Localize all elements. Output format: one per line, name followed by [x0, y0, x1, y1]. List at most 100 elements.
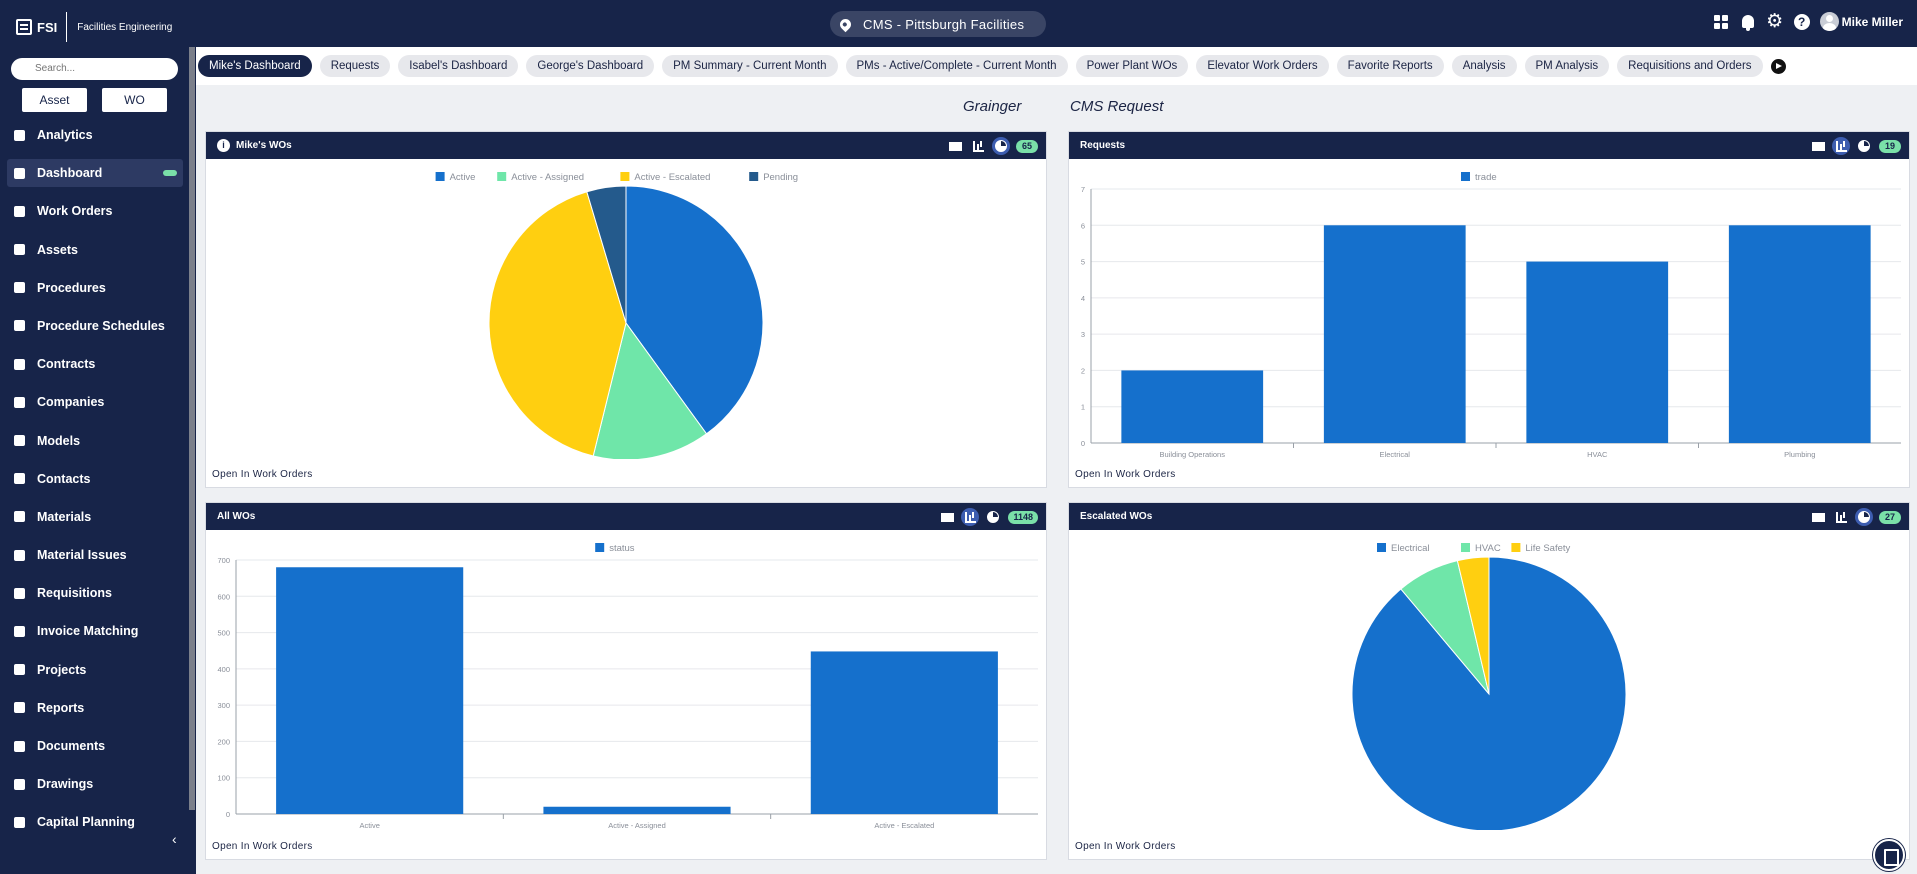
card-title: Escalated WOs — [1080, 511, 1153, 522]
sidebar-item-label: Projects — [37, 662, 87, 677]
bar-chart-icon[interactable] — [961, 508, 980, 526]
bar-chart-icon[interactable] — [1832, 137, 1850, 155]
active-indicator — [163, 170, 177, 177]
pie-chart-icon[interactable] — [984, 508, 1002, 526]
location-pin-icon — [837, 16, 854, 32]
tab-isabel-s-dashboard[interactable]: Isabel's Dashboard — [398, 55, 519, 77]
sidebar-item-projects[interactable]: Projects — [7, 656, 183, 684]
legend-swatch — [497, 172, 507, 181]
legend-swatch — [435, 172, 445, 181]
sidebar-item-reports[interactable]: Reports — [7, 694, 183, 722]
y-tick-label: 7 — [1081, 185, 1085, 194]
y-tick-label: 5 — [1081, 258, 1085, 267]
sidebar-item-contacts[interactable]: Contacts — [7, 465, 183, 493]
sidebar-item-procedure-schedules[interactable]: Procedure Schedules — [7, 312, 183, 340]
sidebar-item-materials[interactable]: Materials — [7, 503, 183, 531]
search-input[interactable] — [11, 58, 178, 80]
tab-favorite-reports[interactable]: Favorite Reports — [1336, 55, 1444, 77]
grainger-link[interactable]: Grainger — [963, 98, 1022, 115]
sidebar-item-capital-planning[interactable]: Capital Planning — [7, 808, 183, 836]
table-view-icon[interactable] — [1809, 508, 1827, 526]
count-badge: 27 — [1879, 510, 1901, 524]
table-view-icon[interactable] — [946, 137, 964, 155]
info-icon[interactable]: i — [217, 139, 230, 152]
apps-grid-icon[interactable] — [1712, 13, 1730, 31]
tab-pms-active-complete-current-month[interactable]: PMs - Active/Complete - Current Month — [845, 55, 1068, 77]
contracts-icon — [14, 358, 25, 370]
sidebar-item-label: Procedure Schedules — [37, 318, 165, 333]
user-menu[interactable]: Mike Miller — [1819, 12, 1903, 31]
x-tick-label: Active - Escalated — [874, 821, 934, 830]
pie-chart-icon[interactable] — [992, 137, 1010, 155]
open-in-work-orders-link[interactable]: Open In Work Orders — [212, 469, 313, 480]
sidebar-scrollbar[interactable] — [189, 47, 195, 810]
tab-george-s-dashboard[interactable]: George's Dashboard — [526, 55, 655, 77]
tab-power-plant-wos[interactable]: Power Plant WOs — [1075, 55, 1189, 77]
tab-mike-s-dashboard[interactable]: Mike's Dashboard — [198, 55, 312, 77]
legend-swatch — [749, 172, 759, 181]
next-tabs-icon[interactable] — [1770, 58, 1786, 74]
sidebar-item-assets[interactable]: Assets — [7, 236, 183, 264]
legend-swatch — [1511, 543, 1521, 552]
pie-chart-icon[interactable] — [1855, 137, 1873, 155]
escalated-wos-pie-chart: Electrical HVAC Life Safety — [1351, 543, 1627, 830]
legend-swatch — [620, 172, 630, 181]
bar — [1526, 261, 1669, 443]
tab-requisitions-and-orders[interactable]: Requisitions and Orders — [1617, 55, 1763, 77]
sidebar-item-label: Invoice Matching — [37, 624, 139, 639]
pie-chart-icon[interactable] — [1855, 508, 1873, 526]
table-view-icon[interactable] — [938, 508, 956, 526]
sidebar-item-material-issues[interactable]: Material Issues — [7, 541, 183, 569]
table-view-icon[interactable] — [1809, 137, 1827, 155]
bar-chart-icon[interactable] — [969, 137, 987, 155]
card-title: Mike's WOs — [236, 140, 292, 151]
sidebar-item-label: Companies — [37, 395, 105, 410]
bar — [543, 806, 731, 814]
card-title: All WOs — [217, 511, 256, 522]
tab-elevator-work-orders[interactable]: Elevator Work Orders — [1196, 55, 1329, 77]
y-tick-label: 600 — [217, 592, 230, 601]
help-icon[interactable]: ? — [1793, 13, 1811, 31]
tab-pm-analysis[interactable]: PM Analysis — [1524, 55, 1610, 77]
site-selector[interactable]: CMS - Pittsburgh Facilities — [830, 11, 1046, 37]
brand-name: Facilities Engineering — [77, 21, 173, 33]
wo-button[interactable]: WO — [101, 87, 168, 113]
tab-pm-summary-current-month[interactable]: PM Summary - Current Month — [662, 55, 838, 77]
sidebar-item-work-orders[interactable]: Work Orders — [7, 197, 183, 225]
sidebar-item-invoice-matching[interactable]: Invoice Matching — [7, 617, 183, 645]
brand[interactable]: FSI Facilities Engineering — [16, 12, 172, 42]
open-in-work-orders-link[interactable]: Open In Work Orders — [1075, 469, 1176, 480]
sidebar-item-dashboard[interactable]: Dashboard — [7, 159, 183, 188]
y-tick-label: 0 — [1081, 439, 1085, 448]
tab-analysis[interactable]: Analysis — [1451, 55, 1517, 77]
models-icon — [14, 435, 25, 446]
sidebar-item-contracts[interactable]: Contracts — [7, 350, 183, 378]
sidebar-item-procedures[interactable]: Procedures — [7, 274, 183, 302]
sidebar-nav: Analytics Dashboard Work Orders Assets Proce… — [7, 121, 183, 847]
sidebar-item-label: Contracts — [37, 357, 96, 372]
asset-button[interactable]: Asset — [21, 87, 88, 113]
sidebar-item-label: Procedures — [37, 280, 106, 295]
gear-icon[interactable]: ⚙ — [1766, 10, 1784, 32]
collapse-sidebar-icon[interactable]: ‹ — [172, 831, 177, 847]
floating-action-button[interactable] — [1873, 839, 1905, 871]
x-tick-label: Active - Assigned — [608, 821, 666, 830]
cms-request-link[interactable]: CMS Request — [1070, 98, 1164, 115]
sidebar-item-label: Reports — [37, 700, 85, 715]
open-in-work-orders-link[interactable]: Open In Work Orders — [1075, 841, 1176, 852]
brand-short: FSI — [37, 19, 58, 35]
sidebar-item-analytics[interactable]: Analytics — [7, 121, 183, 149]
sidebar-item-models[interactable]: Models — [7, 427, 183, 455]
procedure-schedules-icon — [14, 320, 25, 332]
sidebar-item-documents[interactable]: Documents — [7, 732, 183, 760]
bell-icon[interactable] — [1739, 13, 1757, 31]
sidebar-item-companies[interactable]: Companies — [7, 388, 183, 416]
bar-chart-icon[interactable] — [1832, 508, 1850, 526]
card-title: Requests — [1080, 140, 1126, 151]
sidebar-item-drawings[interactable]: Drawings — [7, 770, 183, 798]
pie-slice — [625, 185, 764, 435]
sidebar-item-label: Work Orders — [37, 204, 113, 219]
open-in-work-orders-link[interactable]: Open In Work Orders — [212, 841, 313, 852]
sidebar-item-requisitions[interactable]: Requisitions — [7, 579, 183, 607]
tab-requests[interactable]: Requests — [319, 55, 391, 77]
